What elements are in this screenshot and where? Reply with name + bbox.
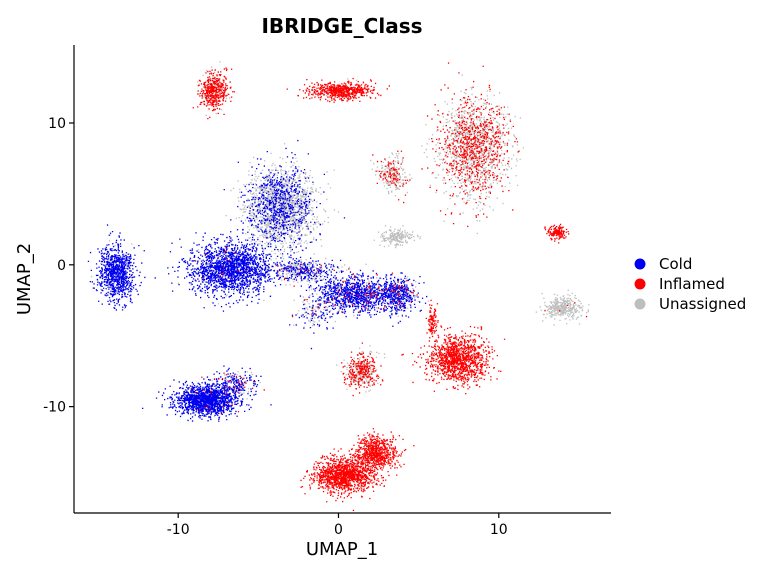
y-axis-ticks: -10 0 10 — [43, 116, 74, 416]
legend-label-inflamed: Inflamed — [659, 275, 725, 293]
y-tick-label: 10 — [48, 116, 66, 132]
x-tick-label: 0 — [334, 522, 343, 538]
legend-label-cold: Cold — [659, 255, 692, 273]
y-tick-label: 0 — [57, 258, 66, 274]
legend-key-inflamed — [634, 278, 646, 290]
points-inflamed — [191, 62, 588, 512]
legend-key-cold — [634, 258, 646, 270]
points-cold — [87, 139, 428, 422]
legend-key-unassigned — [634, 298, 646, 310]
scatter-points — [87, 61, 590, 512]
y-tick-label: -10 — [43, 400, 66, 416]
x-tick-label: 10 — [490, 522, 508, 538]
legend: Cold Inflamed Unassigned — [634, 255, 746, 313]
x-axis-ticks: -10 0 10 — [167, 513, 508, 538]
chart-title: IBRIDGE_Class — [261, 14, 422, 38]
legend-label-unassigned: Unassigned — [659, 295, 746, 313]
points-unassigned — [90, 61, 590, 418]
x-tick-label: -10 — [167, 522, 190, 538]
y-axis-label: UMAP_2 — [14, 243, 35, 315]
x-axis-label: UMAP_1 — [306, 539, 378, 560]
